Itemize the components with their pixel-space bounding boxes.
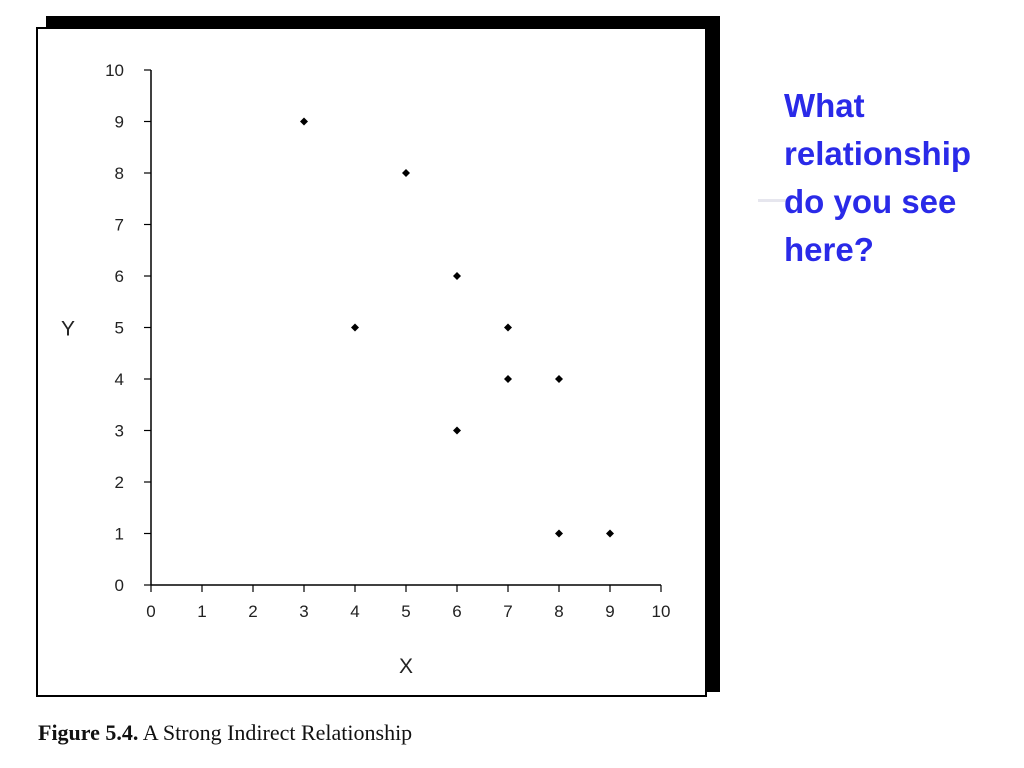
x-tick-label: 5 <box>401 602 410 621</box>
x-tick-label: 7 <box>503 602 512 621</box>
y-tick-label: 5 <box>115 319 124 338</box>
y-tick-label: 8 <box>115 164 124 183</box>
data-point <box>453 272 461 280</box>
chart-frame: 0 1 2 3 4 5 6 7 8 9 10 0 1 2 3 4 5 6 7 8 9 10 X Y <box>36 27 707 697</box>
y-tick-label: 2 <box>115 473 124 492</box>
data-point <box>300 117 308 126</box>
y-tick-label: 7 <box>115 216 124 235</box>
x-tick-label: 4 <box>350 602 359 621</box>
scatter-plot: 0 1 2 3 4 5 6 7 8 9 10 0 1 2 3 4 5 6 7 8 9 10 X Y <box>61 61 671 678</box>
y-tick-label: 1 <box>115 525 124 544</box>
y-tick-label: 10 <box>105 61 124 80</box>
x-tick-label: 6 <box>452 602 461 621</box>
x-tick-label: 10 <box>652 602 671 621</box>
data-point <box>606 529 614 538</box>
connector-line <box>758 199 788 202</box>
data-point <box>504 375 512 383</box>
x-tick-label: 0 <box>146 602 155 621</box>
y-tick-label: 4 <box>115 370 124 389</box>
figure-title: A Strong Indirect Relationship <box>142 720 413 745</box>
data-point <box>453 426 461 435</box>
y-tick-label: 0 <box>115 576 124 595</box>
data-point <box>504 323 512 332</box>
x-tick-label: 1 <box>197 602 206 621</box>
question-text: What relationship do you see here? <box>784 87 972 268</box>
y-tick-label: 9 <box>115 113 124 132</box>
data-point <box>555 375 563 383</box>
x-axis-label: X <box>399 655 413 678</box>
x-tick-label: 8 <box>554 602 563 621</box>
x-tick-label: 9 <box>605 602 614 621</box>
data-point <box>351 323 359 332</box>
y-tick-label: 6 <box>115 267 124 286</box>
figure-caption: Figure 5.4. A Strong Indirect Relationsh… <box>38 720 412 746</box>
x-tick-label: 3 <box>299 602 308 621</box>
y-axis-label: Y <box>61 318 75 341</box>
figure-label: Figure 5.4. <box>38 720 139 745</box>
data-point <box>402 169 410 177</box>
y-tick-label: 3 <box>115 422 124 441</box>
x-tick-label: 2 <box>248 602 257 621</box>
data-point <box>555 529 563 538</box>
